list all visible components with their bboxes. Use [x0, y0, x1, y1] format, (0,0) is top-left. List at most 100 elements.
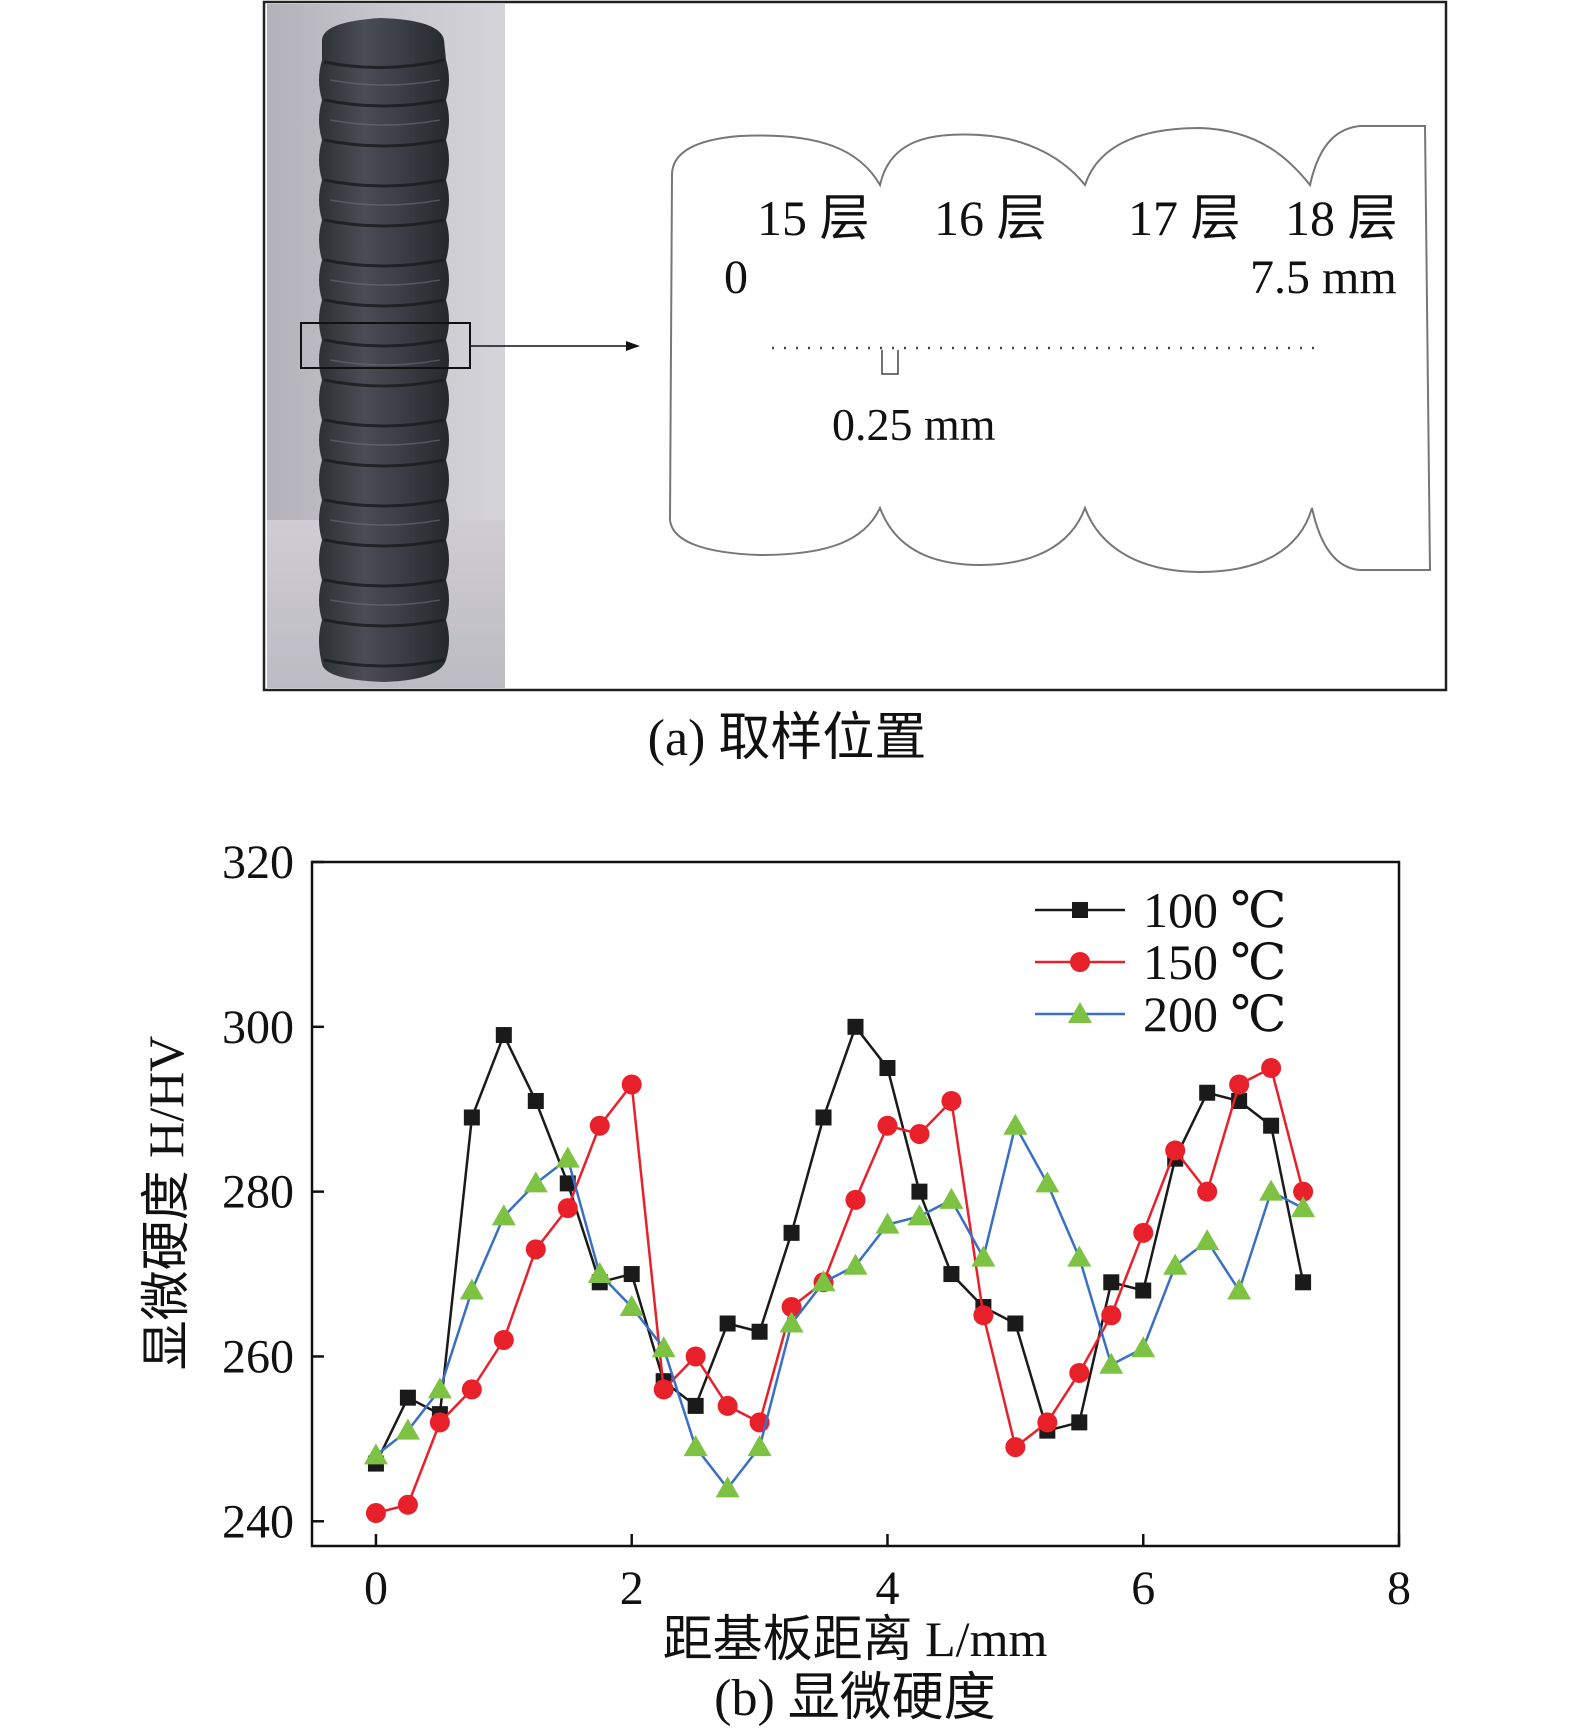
- data-point: [1291, 1196, 1316, 1218]
- x-tick-label: 6: [1131, 1562, 1155, 1615]
- data-point: [621, 1074, 642, 1095]
- layer-label-18: 18 层: [1285, 190, 1398, 246]
- spacing-label: 0.25 mm: [832, 399, 996, 450]
- data-point: [395, 1418, 420, 1440]
- y-tick-label: 320: [222, 836, 294, 889]
- data-point: [1007, 1315, 1024, 1332]
- series-layer: [363, 1018, 1316, 1524]
- data-point: [1101, 1305, 1122, 1326]
- data-point: [559, 1175, 576, 1192]
- data-point: [877, 1115, 898, 1136]
- y-axis-ticks: 240 260 280 300 320: [222, 836, 324, 1548]
- data-point: [557, 1198, 578, 1219]
- data-point: [717, 1395, 738, 1416]
- data-point: [779, 1311, 804, 1333]
- legend-label: 100 ℃: [1143, 882, 1286, 938]
- x-tick-label: 8: [1387, 1562, 1411, 1615]
- x-tick-label: 4: [875, 1562, 899, 1615]
- data-point: [525, 1239, 546, 1260]
- data-point: [719, 1315, 736, 1332]
- data-point: [1295, 1274, 1312, 1291]
- data-point: [687, 1397, 704, 1414]
- data-point: [1003, 1113, 1028, 1135]
- series-1: [367, 1018, 1312, 1472]
- start-label: 0: [724, 251, 748, 304]
- data-point: [555, 1146, 580, 1168]
- x-axis-ticks: 0 2 4 6 8: [364, 1534, 1411, 1615]
- data-point: [459, 1278, 484, 1300]
- data-point: [429, 1412, 450, 1433]
- spacing-bracket: [881, 350, 899, 375]
- panel-a-caption: (a) 取样位置: [648, 710, 927, 767]
- series-line: [375, 1066, 1305, 1515]
- data-point: [973, 1305, 994, 1326]
- y-tick-label: 240: [222, 1495, 294, 1548]
- data-point: [1103, 1274, 1120, 1291]
- plot-area: [310, 860, 1401, 1548]
- data-point: [461, 1379, 482, 1400]
- panel-a: 15 层 16 层 17 层 18 层 0 7.5 mm 0.25 mm (a)…: [262, 0, 1448, 767]
- legend-label: 200 ℃: [1143, 986, 1286, 1042]
- data-point: [941, 1090, 962, 1111]
- data-point: [427, 1377, 452, 1399]
- data-point: [781, 1297, 802, 1318]
- legend-marker: [1072, 902, 1088, 918]
- data-point: [527, 1092, 544, 1109]
- data-point: [653, 1379, 674, 1400]
- data-point: [1069, 1362, 1090, 1383]
- data-point: [363, 1443, 388, 1465]
- data-point: [619, 1295, 644, 1317]
- data-point: [1261, 1058, 1282, 1079]
- data-point: [845, 1189, 866, 1210]
- data-point: [683, 1435, 708, 1457]
- data-point: [875, 1212, 900, 1234]
- data-point: [907, 1204, 932, 1226]
- data-point: [1259, 1179, 1284, 1201]
- data-point: [843, 1253, 868, 1275]
- data-point: [1197, 1181, 1218, 1202]
- pointer-arrow-head: [626, 341, 640, 351]
- series-2: [365, 1058, 1314, 1524]
- data-point: [943, 1266, 960, 1283]
- data-point: [879, 1060, 896, 1077]
- data-point: [1035, 1171, 1060, 1193]
- data-point: [1195, 1229, 1220, 1251]
- data-point: [847, 1018, 864, 1035]
- data-point: [1263, 1117, 1280, 1134]
- data-point: [589, 1115, 610, 1136]
- data-point: [1037, 1412, 1058, 1433]
- data-point: [751, 1323, 768, 1340]
- data-point: [1199, 1084, 1216, 1101]
- y-tick-label: 280: [222, 1166, 294, 1219]
- data-point: [1099, 1352, 1124, 1374]
- y-axis-label: 显微硬度 H/HV: [138, 1036, 194, 1371]
- data-point: [523, 1171, 548, 1193]
- legend-item: 100 ℃: [1035, 882, 1286, 938]
- data-point: [971, 1245, 996, 1267]
- data-point: [399, 1389, 416, 1406]
- data-point: [623, 1266, 640, 1283]
- data-point: [1227, 1278, 1252, 1300]
- layer-label-15: 15 层: [757, 190, 870, 246]
- data-point: [1293, 1181, 1314, 1202]
- series-line: [374, 1024, 1305, 1465]
- data-point: [463, 1109, 480, 1126]
- data-point: [1131, 1336, 1156, 1358]
- panel-b-caption: (b) 显微硬度: [714, 1670, 996, 1727]
- data-point: [939, 1187, 964, 1209]
- data-point: [783, 1224, 800, 1241]
- data-point: [651, 1336, 676, 1358]
- data-point: [365, 1503, 386, 1524]
- end-label: 7.5 mm: [1250, 251, 1397, 304]
- data-point: [1135, 1282, 1152, 1299]
- data-point: [495, 1027, 512, 1044]
- legend-label: 150 ℃: [1143, 934, 1286, 990]
- cross-section-outline: [668, 125, 1432, 574]
- data-point: [1071, 1414, 1088, 1431]
- data-point: [909, 1123, 930, 1144]
- layer-label-16: 16 层: [934, 190, 1047, 246]
- sample-photo: [267, 4, 505, 688]
- data-point: [685, 1346, 706, 1367]
